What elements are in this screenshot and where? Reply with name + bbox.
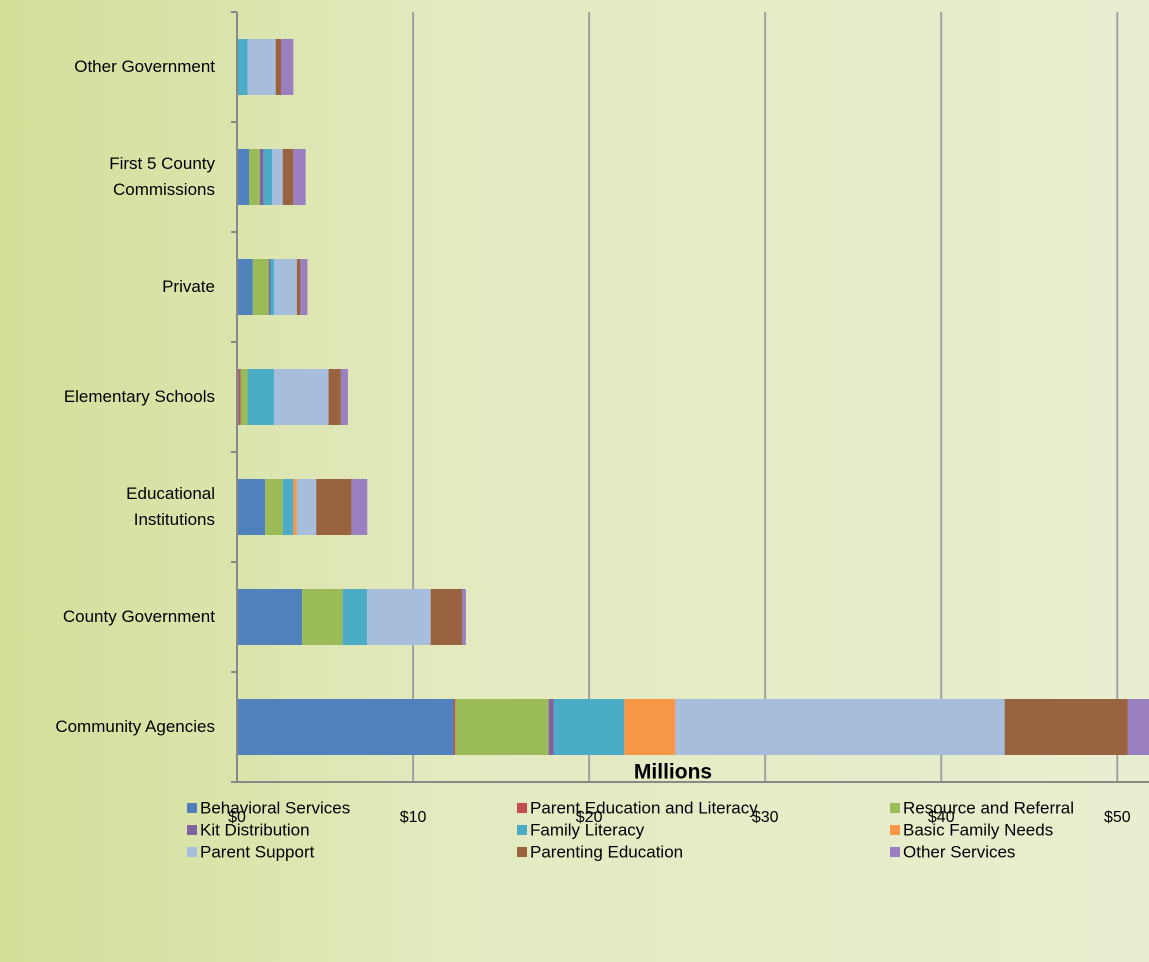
bar-segment [270,259,274,315]
bar-segment [340,369,348,425]
bar-segment [281,39,294,95]
bar-segment [268,259,271,315]
bar-segment [247,369,274,425]
bar-segment [1004,699,1128,755]
x-axis-label: Millions [634,761,712,784]
legend-label: Parent Education and Literacy [530,798,758,817]
bar-segment [247,39,276,95]
legend-label: Family Literacy [530,820,645,839]
x-tick-label: $10 [400,809,427,826]
x-tick-label: $20 [576,809,603,826]
bar-segment [462,589,466,645]
bar-segment [455,699,549,755]
bar-segment [296,259,301,315]
legend-swatch [517,825,527,835]
bar-segment [238,369,241,425]
bar-segment [293,149,306,205]
bar-segment [263,149,273,205]
bar-segment [367,589,431,645]
y-tick-label: Community Agencies [55,717,215,736]
y-tick-label: Other Government [74,57,215,76]
bar-segment [548,699,554,755]
legend-swatch [890,847,900,857]
bar-segment [237,259,253,315]
x-tick-label: $50 [1104,809,1131,826]
bar-segment [237,39,248,95]
bar-segment [342,589,368,645]
bar-segment [316,479,352,535]
bar-segment [240,369,248,425]
y-tick-label: Elementary Schools [63,387,215,406]
legend-swatch [517,803,527,813]
bar-segment [293,479,297,535]
legend-swatch [187,803,197,813]
bar-segment [237,589,303,645]
bar-segment [249,149,260,205]
legend-label: Other Services [903,842,1015,861]
bar-segment [282,149,294,205]
bar-segment [273,369,329,425]
bar-segment [275,39,282,95]
bar-segment [272,149,283,205]
x-tick-label: $0 [228,809,246,826]
y-tick-label: County Government [62,607,215,626]
bar-segment [259,149,264,205]
bar-segment [273,259,297,315]
legend-label: Behavioral Services [200,798,350,817]
bar-segment [282,479,294,535]
x-tick-label: $30 [752,809,779,826]
legend-swatch [187,847,197,857]
bar-segment [252,259,269,315]
bar-segment [237,479,266,535]
bar-segment [553,699,625,755]
bars [237,39,1149,755]
bar-segment [328,369,341,425]
legend-label: Resource and Referral [903,798,1074,817]
bar-segment [265,479,283,535]
bar-segment [624,699,676,755]
bar-segment [302,589,343,645]
legend-label: Kit Distribution [200,820,310,839]
legend-label: Basic Family Needs [903,820,1053,839]
legend-label: Parenting Education [530,842,683,861]
legend-swatch [890,825,900,835]
bar-segment [675,699,1005,755]
bar-segment [430,589,463,645]
y-tick-label: Educational Institutions [126,484,215,529]
bar-segment [237,699,454,755]
y-tick-label: First 5 County Commissions [109,154,215,199]
bar-segment [351,479,368,535]
legend-label: Parent Support [200,842,315,861]
bar-segment [300,259,308,315]
x-tick-label: $40 [928,809,955,826]
bar-segment [296,479,317,535]
legend-swatch [517,847,527,857]
bar-segment [453,699,456,755]
legend-swatch [187,825,197,835]
bar-segment [237,149,250,205]
bar-segment [1127,699,1149,755]
legend-swatch [890,803,900,813]
y-tick-label: Private [162,277,215,296]
